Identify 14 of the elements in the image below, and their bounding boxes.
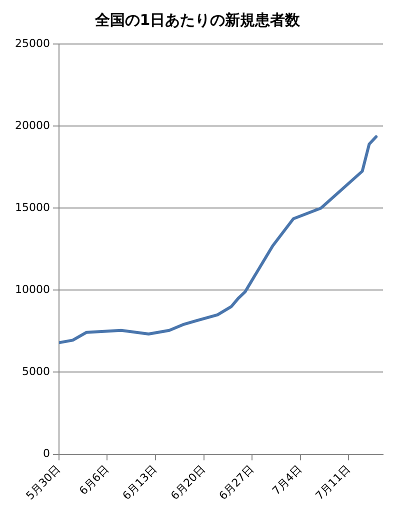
chart-title: 全国の1日あたりの新規患者数 xyxy=(94,10,302,29)
x-tick-label: 7月4日 xyxy=(270,462,304,498)
y-tick-label: 5000 xyxy=(22,365,50,378)
x-tick-label: 6月13日 xyxy=(120,462,160,502)
x-tick-label: 6月20日 xyxy=(168,462,208,502)
y-tick-label: 25000 xyxy=(14,36,50,50)
y-tick-label: 0 xyxy=(42,447,50,460)
y-tick-label: 10000 xyxy=(14,283,50,296)
x-tick-label: 7月11日 xyxy=(313,462,353,502)
x-tick-label: 5月30日 xyxy=(24,462,64,502)
y-tick-label: 20000 xyxy=(14,118,50,132)
y-tick-label: 15000 xyxy=(14,200,50,214)
x-tick-label: 6月27日 xyxy=(216,462,256,502)
x-tick-label: 6月6日 xyxy=(76,462,112,498)
